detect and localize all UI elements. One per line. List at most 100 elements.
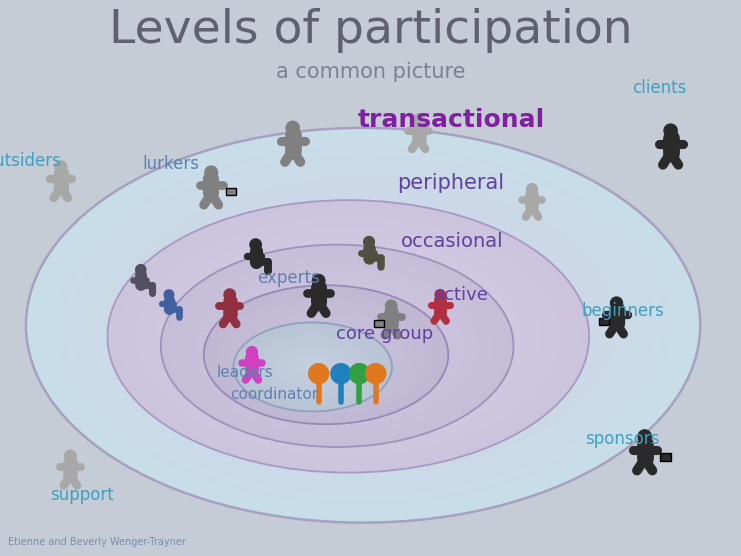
Ellipse shape	[267, 305, 408, 386]
Ellipse shape	[323, 337, 351, 354]
Ellipse shape	[333, 308, 393, 342]
Ellipse shape	[219, 294, 433, 416]
Circle shape	[611, 297, 622, 309]
Ellipse shape	[110, 177, 617, 474]
Ellipse shape	[253, 313, 399, 396]
Text: transactional: transactional	[357, 107, 545, 132]
Circle shape	[664, 124, 677, 137]
Ellipse shape	[47, 140, 679, 510]
Ellipse shape	[262, 287, 435, 385]
Ellipse shape	[173, 214, 553, 436]
Circle shape	[250, 239, 262, 250]
Text: active: active	[434, 286, 489, 304]
Ellipse shape	[232, 249, 494, 402]
Circle shape	[366, 364, 385, 384]
Ellipse shape	[243, 328, 382, 406]
Ellipse shape	[76, 157, 650, 493]
Ellipse shape	[316, 298, 410, 353]
Ellipse shape	[350, 317, 376, 333]
Ellipse shape	[306, 364, 319, 370]
Text: coordinator: coordinator	[230, 388, 318, 402]
Ellipse shape	[359, 322, 368, 328]
Ellipse shape	[258, 316, 394, 394]
Ellipse shape	[240, 326, 385, 408]
Ellipse shape	[114, 180, 612, 471]
Ellipse shape	[204, 255, 493, 418]
Ellipse shape	[233, 322, 392, 411]
Ellipse shape	[67, 152, 659, 498]
Circle shape	[364, 236, 374, 247]
Circle shape	[331, 364, 350, 384]
Circle shape	[312, 275, 325, 287]
Ellipse shape	[274, 273, 452, 378]
Ellipse shape	[252, 282, 445, 391]
Ellipse shape	[329, 305, 397, 345]
Ellipse shape	[224, 244, 502, 407]
Ellipse shape	[239, 289, 436, 403]
Ellipse shape	[330, 342, 345, 350]
Ellipse shape	[284, 351, 342, 383]
Ellipse shape	[136, 216, 560, 456]
Circle shape	[247, 346, 257, 358]
Text: beginners: beginners	[581, 302, 664, 320]
Circle shape	[136, 265, 146, 275]
Ellipse shape	[288, 317, 387, 374]
Ellipse shape	[146, 222, 551, 451]
Ellipse shape	[64, 150, 662, 500]
Circle shape	[55, 161, 67, 173]
Ellipse shape	[186, 221, 540, 429]
Ellipse shape	[80, 160, 646, 491]
Ellipse shape	[282, 278, 444, 373]
Text: core group: core group	[336, 325, 433, 342]
Text: clients: clients	[632, 79, 687, 97]
Ellipse shape	[321, 300, 405, 350]
Ellipse shape	[127, 187, 599, 464]
Ellipse shape	[278, 348, 348, 386]
Ellipse shape	[223, 266, 473, 407]
Ellipse shape	[106, 175, 620, 476]
Ellipse shape	[302, 326, 373, 366]
Ellipse shape	[228, 299, 424, 410]
Ellipse shape	[102, 172, 625, 478]
Ellipse shape	[225, 281, 450, 410]
Circle shape	[309, 364, 328, 384]
Text: Levels of participation: Levels of participation	[109, 8, 632, 53]
Ellipse shape	[207, 234, 519, 417]
Ellipse shape	[42, 137, 684, 513]
Ellipse shape	[135, 192, 591, 459]
Text: peripheral: peripheral	[396, 173, 504, 193]
Text: lurkers: lurkers	[142, 155, 199, 173]
Text: sponsors: sponsors	[585, 430, 659, 448]
Ellipse shape	[168, 249, 506, 443]
Ellipse shape	[156, 227, 541, 445]
Ellipse shape	[245, 293, 429, 399]
Ellipse shape	[93, 167, 633, 483]
Ellipse shape	[249, 331, 376, 403]
Ellipse shape	[282, 330, 370, 380]
Ellipse shape	[316, 349, 336, 360]
Ellipse shape	[303, 361, 322, 373]
Ellipse shape	[233, 271, 464, 402]
Ellipse shape	[238, 305, 414, 405]
Ellipse shape	[51, 142, 675, 508]
Ellipse shape	[189, 261, 485, 431]
Ellipse shape	[299, 288, 427, 363]
Ellipse shape	[293, 356, 332, 378]
Ellipse shape	[297, 358, 328, 376]
Ellipse shape	[259, 337, 367, 397]
Ellipse shape	[295, 321, 379, 370]
Ellipse shape	[300, 309, 396, 364]
Ellipse shape	[304, 291, 422, 360]
Ellipse shape	[131, 190, 595, 461]
Ellipse shape	[127, 211, 570, 461]
Circle shape	[64, 450, 76, 461]
Ellipse shape	[161, 245, 514, 447]
Ellipse shape	[177, 216, 549, 434]
Ellipse shape	[262, 266, 465, 385]
Ellipse shape	[236, 324, 389, 410]
Ellipse shape	[147, 199, 579, 451]
FancyBboxPatch shape	[599, 318, 608, 325]
Ellipse shape	[308, 293, 418, 358]
Ellipse shape	[249, 259, 477, 392]
Ellipse shape	[300, 360, 325, 374]
